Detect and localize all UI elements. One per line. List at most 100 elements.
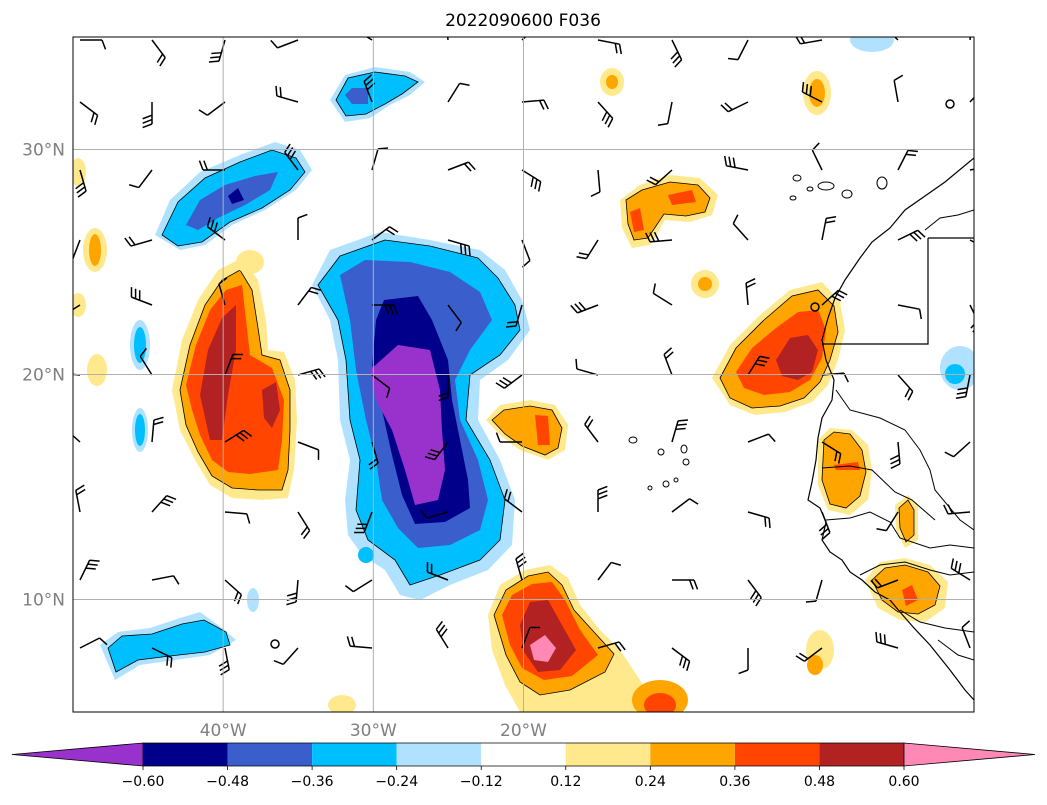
wind-barb [732, 214, 749, 241]
longitude-labels: 40°W 30°W 20°W [200, 721, 547, 741]
neg-speck [358, 547, 374, 563]
wind-barb [198, 160, 225, 171]
neg-speck [850, 37, 894, 52]
wind-barb [597, 561, 622, 581]
wind-barb [671, 498, 699, 513]
colorbar: −0.60 −0.48 −0.36 −0.24 −0.12 0.12 0.24 0.36 0.4… [11, 742, 1036, 790]
wind-barb [79, 559, 100, 581]
colorbar-tick-label: 0.60 [888, 774, 919, 790]
wind-barb [224, 429, 253, 443]
pos-speck [73, 293, 86, 317]
coastlines-and-borders [270, 99, 974, 701]
wind-barb [447, 239, 471, 257]
wind-barb [424, 441, 449, 461]
pos-field-c-core [535, 415, 550, 445]
lon-tick-label: 30°W [350, 721, 397, 741]
wind-barb [151, 494, 177, 513]
wind-barb [671, 419, 689, 443]
wind-barb [80, 39, 107, 50]
wind-barb [438, 375, 449, 402]
wind-barb [297, 368, 326, 380]
wind-barb [447, 304, 462, 332]
wind-barb [426, 562, 449, 581]
wind-barb [738, 648, 749, 675]
wind-barb [795, 647, 823, 662]
pos-speck [807, 655, 823, 675]
pos-field-se-max [530, 635, 556, 662]
wind-barb [727, 39, 749, 61]
pos-field-w-048b [262, 382, 280, 428]
colorbar-swatch [312, 743, 397, 766]
wind-barb [723, 155, 749, 171]
graticule [73, 37, 974, 712]
wind-barb [371, 374, 391, 399]
wind-barb [893, 37, 899, 41]
wind-barb [79, 637, 108, 649]
wind-barb [969, 96, 974, 103]
wind-barb [876, 511, 899, 532]
wind-barb [955, 374, 971, 400]
wind-barb [73, 304, 81, 311]
lat-tick-label: 10°N [22, 591, 65, 611]
wind-barb [969, 239, 974, 243]
wind-barb [447, 82, 470, 103]
pos-field-ne-core2 [630, 208, 644, 232]
wind-barb [584, 415, 599, 443]
pos-field-ne-core [668, 190, 696, 205]
wind-barb [297, 441, 320, 460]
wind-barb [151, 39, 166, 67]
colorbar-swatch [565, 743, 651, 766]
neg-speck [134, 327, 146, 363]
wind-barb [943, 504, 971, 515]
wind-barb [969, 37, 972, 41]
wind-barb [128, 169, 153, 189]
neg-band-nw-core [228, 188, 244, 204]
wind-barb [224, 511, 251, 524]
pos-speck [698, 277, 712, 291]
wind-barb [663, 347, 674, 376]
wind-barb [645, 231, 673, 243]
wind-barb [672, 579, 699, 590]
map-panel: 40°W 30°W 20°W 30°N 20°N 10°N [22, 36, 975, 741]
wind-barb [297, 213, 308, 240]
neg-blob-n-core [345, 88, 368, 104]
wind-barb [597, 39, 623, 55]
wind-barb [720, 101, 749, 113]
lat-tick-label: 30°N [22, 141, 65, 161]
wind-barb [521, 169, 542, 192]
wind-barb [897, 229, 926, 242]
lon-tick-label: 20°W [500, 721, 547, 741]
wind-barb [795, 37, 823, 45]
wind-barb [521, 99, 549, 110]
wind-barb [224, 353, 243, 376]
wind-barb [420, 509, 449, 519]
wind-barb [652, 283, 673, 306]
wind-barb [805, 579, 823, 603]
wind-barb [151, 647, 173, 668]
pos-speck [809, 79, 825, 107]
wind-barb [590, 169, 601, 197]
wind-barb [270, 39, 299, 49]
wind-barb [821, 289, 848, 306]
wind-barb [597, 485, 608, 512]
wind-barb [297, 511, 311, 540]
wind-barb [284, 143, 299, 171]
pos-field-e3-core [902, 585, 918, 606]
colorbar-tick-label: −0.48 [206, 774, 249, 790]
wind-barb [365, 37, 373, 41]
wind-barb [273, 647, 299, 666]
pos-speck [89, 234, 101, 266]
colorbar-swatch [734, 743, 820, 766]
neg-band-sw [107, 619, 231, 673]
wind-barb [950, 558, 971, 581]
wind-barb [447, 161, 476, 172]
figure-title: 2022090600 F036 [445, 11, 601, 31]
wind-barbs-layer [73, 37, 974, 676]
wind-barb [124, 236, 153, 247]
neg-blob-n [335, 71, 419, 117]
wind-barb [151, 416, 164, 443]
wind-barb [646, 169, 673, 186]
wind-barb [597, 641, 626, 652]
colorbar-swatch [481, 743, 566, 766]
